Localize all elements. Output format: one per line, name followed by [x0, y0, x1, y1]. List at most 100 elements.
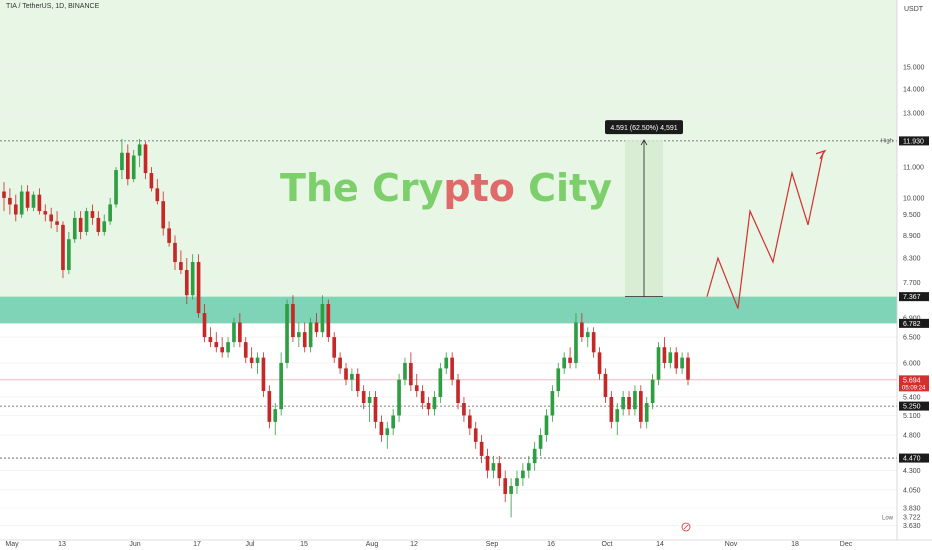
symbol-header[interactable]: TIA / TetherUS, 1D, BINANCE	[6, 3, 100, 10]
candle-body	[273, 409, 278, 422]
candle	[296, 322, 301, 348]
time-tick-label: 13	[58, 541, 66, 548]
candle-body	[491, 463, 496, 471]
candle-body	[279, 362, 283, 410]
time-tick-label: 16	[547, 541, 555, 548]
candle	[627, 391, 631, 416]
candle-body	[397, 379, 401, 416]
candle	[2, 182, 6, 212]
level-label-box	[899, 375, 929, 392]
candle	[196, 254, 201, 318]
candle	[243, 337, 248, 363]
candle	[120, 139, 124, 180]
candle	[102, 214, 107, 236]
time-tick-label: Dec	[840, 541, 853, 548]
candle	[456, 373, 460, 410]
level-lines	[0, 140, 897, 459]
candle	[686, 352, 690, 386]
candle-body	[137, 144, 142, 156]
candle	[450, 352, 454, 386]
candle	[568, 347, 572, 369]
level-label: 3.722	[903, 515, 921, 522]
candle-body	[243, 342, 248, 358]
candle	[326, 299, 331, 343]
candle	[208, 327, 213, 348]
countdown-label: 05:09:24	[902, 385, 926, 391]
candle-body	[149, 173, 154, 189]
level-label-box	[899, 453, 929, 463]
candle	[462, 396, 466, 422]
time-tick-label: 17	[193, 541, 201, 548]
candle-body	[167, 228, 171, 243]
candle	[603, 368, 608, 404]
candle	[67, 231, 71, 275]
candle	[403, 357, 407, 386]
candle-body	[373, 396, 378, 422]
candle-body	[426, 403, 431, 410]
candle	[167, 221, 171, 247]
candle-body	[143, 144, 148, 174]
candle	[8, 188, 12, 215]
candle	[432, 391, 437, 416]
candle	[131, 149, 136, 183]
candle-body	[190, 262, 195, 296]
candle-body	[467, 415, 472, 429]
candle	[479, 435, 484, 464]
time-axis-reset-icon[interactable]	[681, 522, 691, 532]
candle	[61, 221, 65, 279]
candle-body	[13, 204, 18, 215]
price-tick-label: 5.400	[903, 394, 921, 401]
candle	[591, 327, 596, 358]
candle-body	[184, 270, 189, 296]
candle	[125, 144, 130, 186]
candle	[308, 317, 313, 353]
candle-body	[597, 352, 602, 374]
candle-body	[550, 391, 555, 416]
candle-body	[261, 357, 266, 392]
candle	[414, 373, 419, 397]
candle	[37, 188, 42, 215]
candle-body	[379, 421, 384, 436]
candle-body	[574, 322, 578, 363]
time-axis-ticks: May 13 Jun 17 Jul 15 Aug 12 Sep 16 Oct 14 Nov 18 Dec	[5, 541, 852, 548]
candle	[114, 167, 118, 208]
candle	[108, 197, 112, 225]
candle-body	[438, 368, 443, 397]
candle-body	[509, 485, 513, 494]
candle	[638, 385, 643, 429]
candle-body	[226, 342, 230, 353]
candle-body	[131, 155, 136, 180]
level-label: 7.367	[903, 294, 921, 301]
candle-body	[214, 342, 219, 348]
candle-body	[108, 204, 112, 222]
candle	[350, 368, 354, 392]
measure-arrow	[640, 139, 648, 146]
price-tick-label: 4.800	[903, 433, 921, 440]
candle	[574, 313, 578, 369]
candle-body	[532, 448, 537, 464]
candle	[190, 254, 195, 300]
candle-body	[120, 152, 124, 171]
candle-body	[403, 362, 407, 380]
candle	[621, 391, 625, 416]
candle-body	[674, 352, 679, 369]
candle	[143, 141, 148, 180]
level-tag: Low	[882, 516, 894, 522]
candle-body	[485, 455, 490, 471]
candle-body	[409, 362, 413, 386]
candle-body	[291, 304, 295, 338]
price-tick-label: 3.630	[903, 523, 921, 530]
candle-body	[238, 322, 242, 343]
candle-body	[344, 368, 348, 380]
candle	[49, 207, 54, 229]
candle	[72, 211, 77, 243]
level-label-box	[899, 136, 929, 146]
candle	[562, 352, 567, 374]
price-tick-label: 11.000	[903, 165, 924, 172]
price-tick-label: 3.830	[903, 505, 921, 512]
candle	[220, 337, 225, 358]
level-label: 11.930	[903, 138, 924, 145]
level-label: 6.782	[903, 321, 921, 328]
candle-body	[615, 409, 620, 422]
